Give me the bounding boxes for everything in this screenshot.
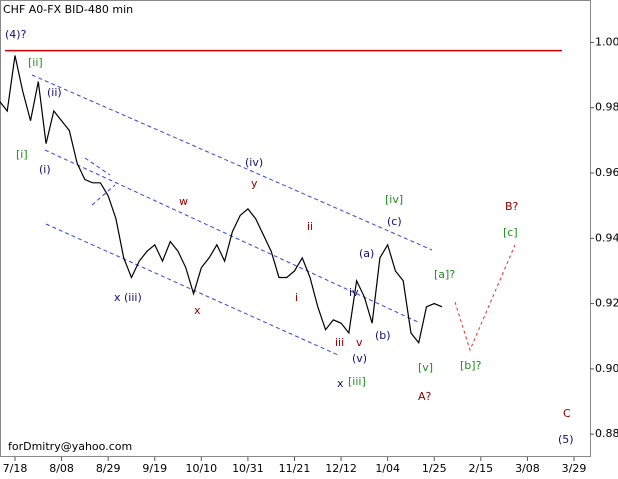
x-tick-label: 9/19 xyxy=(142,462,167,475)
footer: forDmitry@yahoo.com xyxy=(8,440,132,453)
wave-label: y xyxy=(251,177,258,190)
wave-label: [c] xyxy=(503,226,518,239)
x-tick-label: 8/08 xyxy=(49,462,74,475)
wave-label: (iv) xyxy=(245,156,263,169)
wave-label: x (iii) xyxy=(114,291,142,304)
wave-label: x xyxy=(194,304,201,317)
wave-label: iv xyxy=(349,286,359,299)
wave-label: [b]? xyxy=(460,359,482,372)
wave-label: (a) xyxy=(359,247,374,260)
x-tick-label: 8/29 xyxy=(96,462,121,475)
chart-title: CHF A0-FX BID-480 min xyxy=(3,3,133,16)
x-tick-label: 3/29 xyxy=(562,462,587,475)
x-tick-label: 10/31 xyxy=(232,462,264,475)
wave-label: (c) xyxy=(387,215,402,228)
wave-label: [v] xyxy=(418,361,433,374)
price-line xyxy=(0,55,443,345)
wave-label: [iv] xyxy=(385,193,403,206)
x-tick-label: 7/18 xyxy=(3,462,28,475)
y-tick-label: 0.98 xyxy=(595,101,618,114)
wave-label: (4)? xyxy=(5,28,27,41)
y-tick-label: 0.88 xyxy=(595,427,618,440)
forecast-path xyxy=(454,244,516,352)
x-tick-label: 12/12 xyxy=(325,462,357,475)
wave-label: C xyxy=(563,407,571,420)
wave-label: iii xyxy=(335,336,344,349)
x-tick-label: 3/08 xyxy=(515,462,540,475)
y-tick-label: 0.90 xyxy=(595,362,618,375)
x-tick-label: 11/21 xyxy=(279,462,311,475)
x-tick-label: 10/10 xyxy=(185,462,217,475)
plot-frame xyxy=(0,0,591,457)
y-tick-label: 1.00 xyxy=(595,35,618,48)
wave-label: [a]? xyxy=(434,268,455,281)
wave-label: (ii) xyxy=(47,86,62,99)
wave-label: ii xyxy=(307,220,313,233)
wave-label: B? xyxy=(505,200,519,213)
wave-label: [iii] xyxy=(348,375,366,388)
wave-label: [i] xyxy=(16,148,28,161)
wave-label: (5) xyxy=(558,433,574,446)
x-tick-label: 2/15 xyxy=(468,462,493,475)
wave-label: A? xyxy=(418,390,432,403)
y-tick-label: 0.96 xyxy=(595,166,618,179)
wave-label: x xyxy=(337,377,344,390)
wave-label: w xyxy=(179,195,188,208)
wave-label: (v) xyxy=(352,352,367,365)
y-tick-label: 0.92 xyxy=(595,297,618,310)
wave-label: (b) xyxy=(375,329,391,342)
wave-label: [ii] xyxy=(28,56,43,69)
x-tick-label: 1/04 xyxy=(375,462,400,475)
x-tick-label: 1/25 xyxy=(422,462,447,475)
wave-label: (i) xyxy=(39,163,51,176)
wave-label: v xyxy=(356,336,363,349)
y-tick-label: 0.94 xyxy=(595,231,618,244)
wave-label: i xyxy=(295,291,298,304)
